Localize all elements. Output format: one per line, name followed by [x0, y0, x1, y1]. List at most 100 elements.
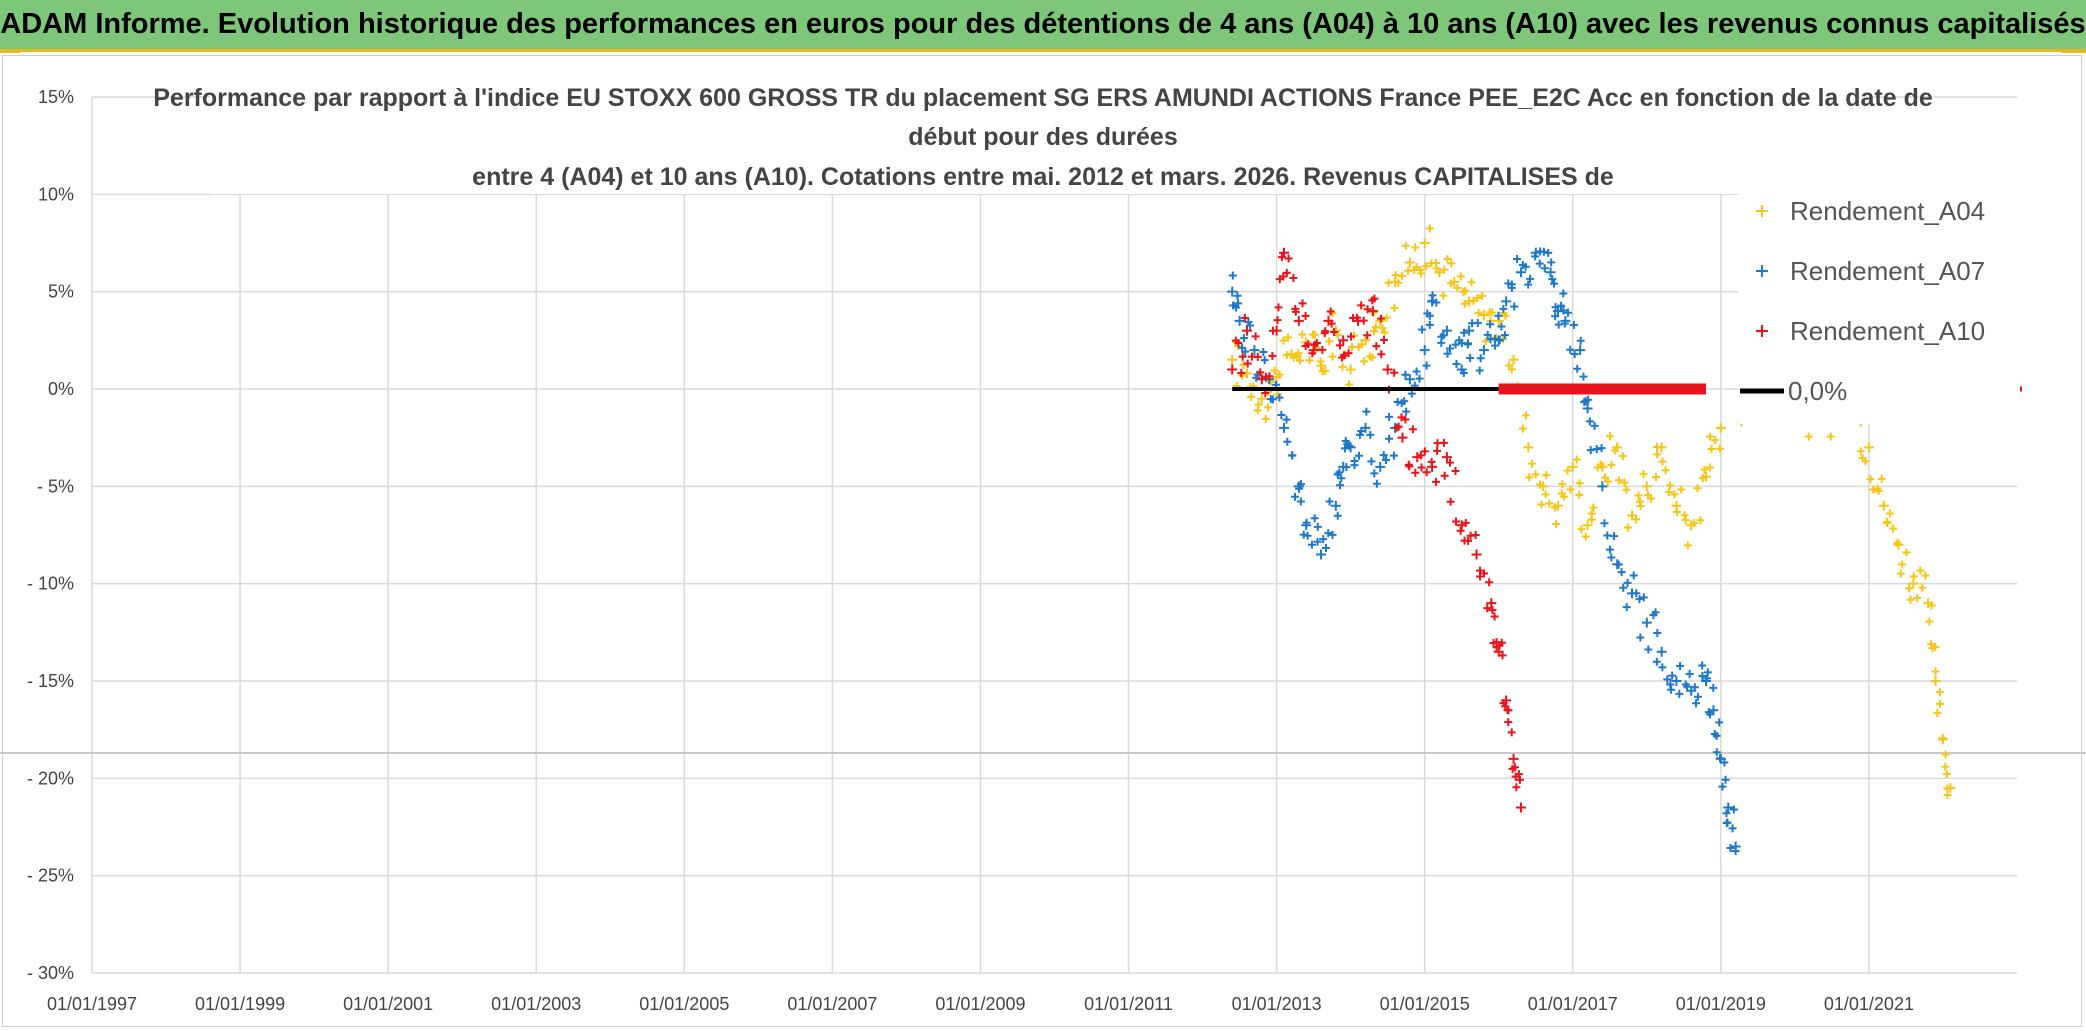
data-point	[1296, 497, 1305, 506]
data-point	[1297, 480, 1306, 489]
data-point	[1706, 432, 1715, 441]
data-point	[1690, 519, 1699, 528]
data-point	[1401, 370, 1410, 379]
data-point	[1559, 289, 1568, 298]
data-point	[1360, 422, 1371, 433]
data-point	[1709, 683, 1718, 692]
data-point	[1433, 446, 1442, 455]
data-point	[1587, 515, 1596, 524]
data-point	[1537, 500, 1546, 509]
data-point	[1464, 325, 1475, 336]
data-point	[1240, 313, 1249, 322]
data-point	[1447, 259, 1456, 268]
data-point	[1508, 753, 1519, 764]
data-point	[1605, 545, 1614, 554]
data-point	[1668, 671, 1677, 680]
data-point	[1260, 356, 1269, 365]
data-point	[1408, 425, 1417, 434]
data-point	[1614, 560, 1623, 569]
data-point	[1497, 322, 1506, 331]
data-point	[1541, 490, 1550, 499]
data-point	[1560, 492, 1569, 501]
data-point	[1930, 676, 1941, 686]
data-point	[1515, 267, 1526, 278]
data-point	[1446, 344, 1454, 353]
data-point	[1239, 334, 1248, 343]
data-point	[1385, 412, 1394, 421]
data-point	[1342, 463, 1351, 472]
data-point	[1330, 327, 1339, 336]
chart-title-line: début pour des durées	[908, 123, 1177, 151]
data-point	[1339, 351, 1348, 360]
data-point	[1321, 544, 1330, 553]
data-point	[1606, 432, 1615, 441]
data-point	[1251, 332, 1260, 341]
data-point	[1328, 352, 1337, 361]
y-tick-label: - 10%	[27, 574, 74, 594]
data-point	[1681, 516, 1690, 525]
data-point	[1418, 325, 1427, 334]
data-point	[1335, 341, 1344, 350]
data-point	[1557, 301, 1566, 310]
data-point	[1730, 841, 1741, 852]
data-point	[1507, 728, 1516, 737]
data-point	[1232, 303, 1241, 312]
data-point	[1528, 459, 1537, 468]
data-point	[1524, 280, 1533, 289]
data-point	[1425, 224, 1434, 233]
chart-title: Performance par rapport à l'indice EU ST…	[153, 84, 1933, 191]
data-point	[1371, 322, 1380, 331]
data-point	[1330, 325, 1341, 336]
data-point	[1440, 265, 1449, 274]
data-point	[1227, 364, 1238, 375]
data-point	[1228, 271, 1237, 280]
data-point	[1242, 325, 1252, 336]
data-point	[1464, 536, 1473, 545]
data-point	[1434, 267, 1445, 278]
data-point	[1452, 359, 1461, 368]
data-point	[1575, 345, 1586, 356]
data-point	[1582, 403, 1593, 414]
data-point	[1603, 531, 1612, 540]
data-point	[1629, 571, 1638, 580]
data-point	[1579, 372, 1588, 381]
data-point	[1301, 311, 1310, 320]
legend: Rendement_A04 Rendement_A07 Rendement_A10 0…	[1738, 180, 2020, 424]
legend-label: Rendement_A04	[1790, 196, 1985, 226]
data-point	[1451, 466, 1460, 475]
data-point	[1552, 500, 1563, 511]
data-point	[1494, 311, 1503, 320]
data-point	[1671, 676, 1682, 686]
data-point	[1301, 520, 1312, 531]
y-axis: 15% 10% 5% 0% - 5% - 10% - 15% - 20% - 25% - 30%	[27, 87, 74, 983]
x-tick-label: 01/01/1997	[47, 994, 137, 1014]
data-point	[1397, 271, 1406, 280]
data-point	[1439, 438, 1448, 447]
data-point	[1722, 809, 1731, 818]
data-point	[1354, 451, 1363, 460]
data-point	[1483, 330, 1492, 339]
data-point	[1677, 485, 1686, 494]
data-point	[1233, 291, 1242, 300]
y-tick-label: - 25%	[27, 866, 74, 886]
data-point	[1663, 675, 1672, 684]
data-point	[1416, 265, 1425, 274]
data-point	[1382, 455, 1391, 464]
data-point	[1419, 238, 1430, 248]
data-point	[1935, 699, 1944, 708]
data-point	[1545, 267, 1556, 278]
data-point	[1325, 497, 1334, 506]
data-point	[1615, 476, 1624, 485]
data-point	[1401, 241, 1410, 250]
data-point	[1404, 374, 1415, 385]
data-point	[1712, 748, 1721, 757]
data-point	[1612, 442, 1623, 453]
data-point	[1622, 603, 1631, 612]
data-point	[1321, 366, 1330, 375]
x-tick-label: 01/01/2003	[491, 994, 581, 1014]
data-point	[1466, 354, 1475, 363]
data-point	[1495, 335, 1504, 344]
data-point	[1360, 335, 1371, 346]
data-point	[1501, 695, 1512, 706]
x-tick-label: 01/01/2013	[1232, 994, 1322, 1014]
